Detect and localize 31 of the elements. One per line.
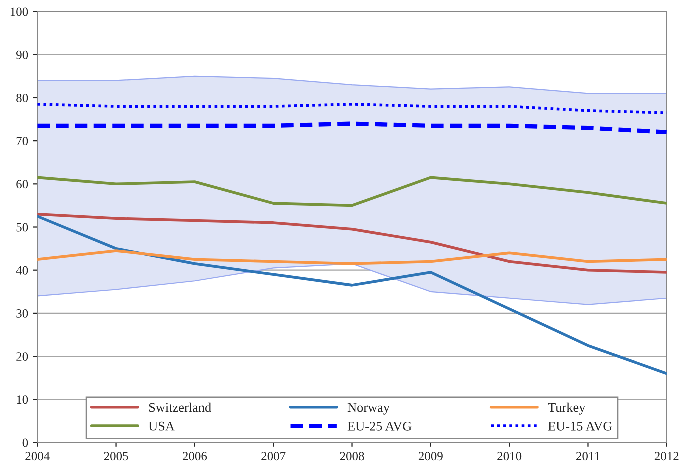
- line-series: [38, 122, 667, 135]
- y-tick-label: 60: [16, 180, 28, 189]
- x-tick-label: 2005: [104, 452, 128, 461]
- y-tick-label: 100: [10, 8, 28, 16]
- y-tick-label: 80: [16, 94, 28, 102]
- legend-label: EU-25 AVG: [348, 422, 412, 431]
- x-tick-label: 2008: [340, 452, 364, 461]
- y-tick-label: 10: [17, 396, 28, 404]
- y-tick-label: 50: [16, 223, 28, 232]
- x-tick-label: 2006: [182, 452, 208, 461]
- line-series: [38, 250, 667, 266]
- y-tick-label: 30: [16, 309, 28, 318]
- legend-label: Norway: [348, 403, 390, 415]
- x-tick-label: 2007: [262, 452, 286, 461]
- line-series: [38, 215, 667, 376]
- line-series: [38, 176, 667, 208]
- y-tick-label: 20: [16, 352, 28, 362]
- y-tick-label: 0: [22, 438, 28, 448]
- y-tick-label: 70: [16, 137, 28, 146]
- legend-label: Switzerland: [149, 402, 212, 412]
- legend-label: Turkey: [548, 402, 586, 415]
- x-tick-label: 2011: [576, 452, 600, 461]
- x-tick-label: 2012: [654, 452, 679, 461]
- x-tick-label: 2004: [26, 452, 50, 461]
- y-tick-label: 90: [16, 50, 28, 60]
- y-tick-label: 40: [16, 266, 28, 275]
- x-tick-label: 2009: [418, 452, 443, 461]
- legend-label: USA: [148, 422, 175, 431]
- line-series: [38, 212, 667, 274]
- x-tick-label: 2010: [498, 452, 522, 461]
- legend-label: EU-15 AVG: [548, 422, 612, 431]
